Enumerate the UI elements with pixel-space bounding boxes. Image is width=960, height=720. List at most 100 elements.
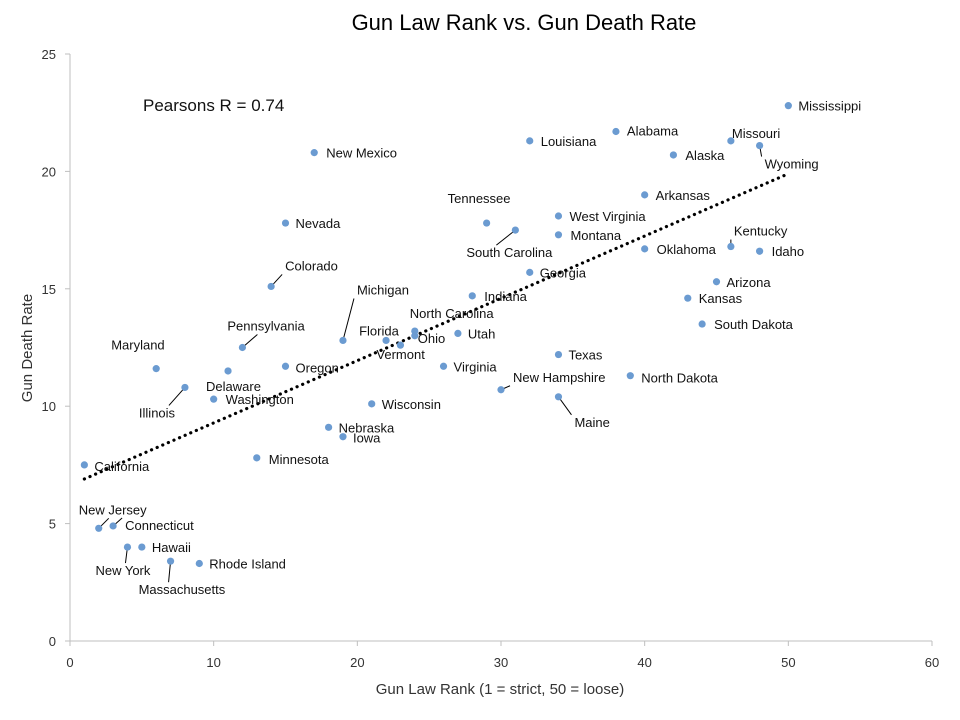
point-label: Hawaii	[152, 540, 191, 555]
data-point	[641, 191, 649, 199]
data-point	[281, 219, 290, 227]
data-point	[281, 362, 290, 370]
data-point	[669, 151, 678, 159]
data-point	[310, 149, 318, 157]
data-point	[80, 461, 88, 469]
point-label: Texas	[568, 348, 602, 363]
data-point	[626, 372, 634, 380]
point-label: Connecticut	[125, 518, 194, 533]
data-point	[224, 367, 232, 375]
data-point	[123, 543, 132, 551]
point-label: Wisconsin	[382, 397, 441, 412]
point-label: North Carolina	[410, 306, 495, 321]
point-label: Alaska	[685, 148, 725, 163]
data-point	[684, 294, 692, 302]
data-point	[554, 231, 563, 239]
point-label: Illinois	[139, 405, 176, 420]
data-point	[396, 341, 405, 349]
point-label: Kansas	[699, 291, 743, 306]
point-label: Delaware	[206, 379, 261, 394]
point-label: California	[94, 459, 150, 474]
chart-title: Gun Law Rank vs. Gun Death Rate	[352, 10, 697, 35]
point-label: Maine	[574, 415, 609, 430]
y-tick-label: 0	[49, 634, 56, 649]
point-label: Missouri	[732, 126, 781, 141]
point-label: Arizona	[727, 275, 772, 290]
point-label: Michigan	[357, 282, 409, 297]
leader-line	[168, 387, 186, 406]
data-point	[712, 278, 721, 286]
data-point	[195, 559, 203, 568]
point-label: Arkansas	[656, 188, 711, 203]
axes-group: 0 10 20 30 40 50 60 0 5 10 15 20 25	[42, 47, 940, 670]
data-point	[267, 282, 275, 291]
point-label: Maryland	[111, 338, 164, 353]
data-point	[727, 137, 735, 145]
point-label: Idaho	[772, 244, 805, 259]
point-label: Tennessee	[448, 191, 511, 206]
point-label: South Carolina	[466, 245, 553, 260]
point-label: Virginia	[454, 359, 498, 374]
point-label: Indiana	[484, 289, 527, 304]
point-label: Nebraska	[339, 420, 395, 435]
data-point	[253, 454, 261, 462]
point-label: Louisiana	[541, 134, 597, 149]
pearson-annotation: Pearsons R = 0.74	[143, 96, 284, 115]
data-point	[325, 423, 333, 431]
point-label: New Jersey	[79, 502, 147, 517]
point-label: Georgia	[540, 265, 587, 280]
y-tick-label: 5	[49, 517, 56, 532]
x-tick-label: 20	[350, 655, 364, 670]
y-tick-label: 15	[42, 282, 56, 297]
data-point	[152, 365, 160, 373]
data-point	[554, 350, 563, 359]
point-label: Vermont	[376, 347, 425, 362]
data-point	[526, 137, 534, 145]
point-label: Wyoming	[765, 157, 819, 172]
data-point	[554, 212, 563, 220]
data-point	[109, 522, 117, 530]
data-point	[339, 433, 347, 441]
data-point	[411, 327, 419, 335]
x-tick-label: 0	[66, 655, 73, 670]
leader-lines-group	[98, 145, 763, 583]
data-point	[497, 386, 505, 394]
x-tick-label: 10	[206, 655, 220, 670]
data-point	[698, 320, 706, 328]
data-point	[784, 102, 792, 110]
data-point	[526, 268, 534, 276]
point-label: Minnesota	[269, 452, 330, 467]
data-point	[181, 383, 189, 392]
y-tick-label: 20	[42, 164, 56, 179]
point-label: Ohio	[418, 331, 445, 346]
point-label: Massachusetts	[139, 582, 226, 597]
point-label: North Dakota	[641, 371, 718, 386]
trendline	[82, 172, 790, 481]
point-label: New York	[95, 563, 150, 578]
point-label: Oklahoma	[657, 242, 717, 257]
point-label: New Mexico	[326, 146, 397, 161]
leader-line	[496, 229, 516, 246]
data-point	[511, 226, 519, 234]
x-tick-label: 40	[637, 655, 651, 670]
y-tick-label: 25	[42, 47, 56, 62]
trendline-group	[82, 172, 790, 481]
data-point	[439, 362, 448, 370]
data-point	[468, 292, 476, 300]
data-point	[382, 336, 390, 345]
point-label: Iowa	[353, 431, 381, 446]
data-point	[454, 329, 462, 338]
data-point	[238, 343, 246, 352]
point-label: Montana	[570, 228, 621, 243]
x-axis-title: Gun Law Rank (1 = strict, 50 = loose)	[376, 681, 624, 698]
point-label: Washington	[226, 392, 294, 407]
point-label: Rhode Island	[209, 557, 286, 572]
x-tick-label: 30	[494, 655, 508, 670]
leader-line	[558, 396, 572, 416]
data-point	[483, 219, 491, 227]
points-group	[80, 102, 792, 568]
data-point	[368, 400, 376, 408]
